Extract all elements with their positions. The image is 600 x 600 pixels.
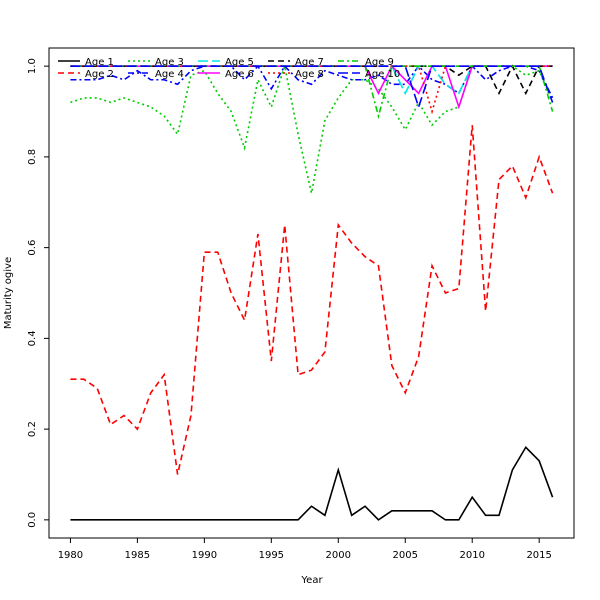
x-tick-label: 2010 [459, 550, 484, 561]
legend-label: Age 4 [155, 69, 184, 80]
x-tick-label: 1980 [58, 550, 83, 561]
x-tick-label: 2000 [326, 550, 351, 561]
x-axis-label: Year [300, 575, 323, 586]
series-line-age-3 [70, 62, 554, 194]
x-tick-label: 2015 [526, 550, 551, 561]
legend-label: Age 5 [225, 57, 254, 68]
series-line-age-2 [70, 125, 554, 475]
y-tick-label: 0.4 [27, 330, 38, 346]
x-tick-label: 1995 [259, 550, 284, 561]
series-line-age-10 [70, 65, 554, 110]
x-axis: 1980 1985 1990 1995 2000 2005 2010 2015 [58, 538, 552, 561]
y-tick-label: 0.2 [27, 421, 38, 437]
y-tick-label: 0.6 [27, 240, 38, 256]
y-tick-label: 1.0 [27, 58, 38, 74]
legend-label: Age 7 [295, 57, 324, 68]
legend-label: Age 9 [365, 57, 394, 68]
legend-label: Age 1 [85, 57, 114, 68]
legend-label: Age 6 [225, 69, 254, 80]
plot-frame [48, 47, 575, 539]
y-axis-label: Maturity ogive [3, 257, 14, 329]
y-axis: 0.0 0.2 0.4 0.6 0.8 1.0 [27, 58, 49, 528]
x-tick-label: 2005 [393, 550, 418, 561]
legend-label: Age 3 [155, 57, 184, 68]
x-tick-label: 1985 [125, 550, 150, 561]
legend-label: Age 2 [85, 69, 114, 80]
legend-label: Age 10 [365, 69, 400, 80]
x-tick-label: 1990 [192, 550, 217, 561]
series-line-age-1 [70, 445, 554, 521]
y-tick-label: 0.0 [27, 512, 38, 528]
series-layer [70, 62, 554, 521]
legend-label: Age 8 [295, 69, 324, 80]
y-tick-label: 0.8 [27, 149, 38, 165]
